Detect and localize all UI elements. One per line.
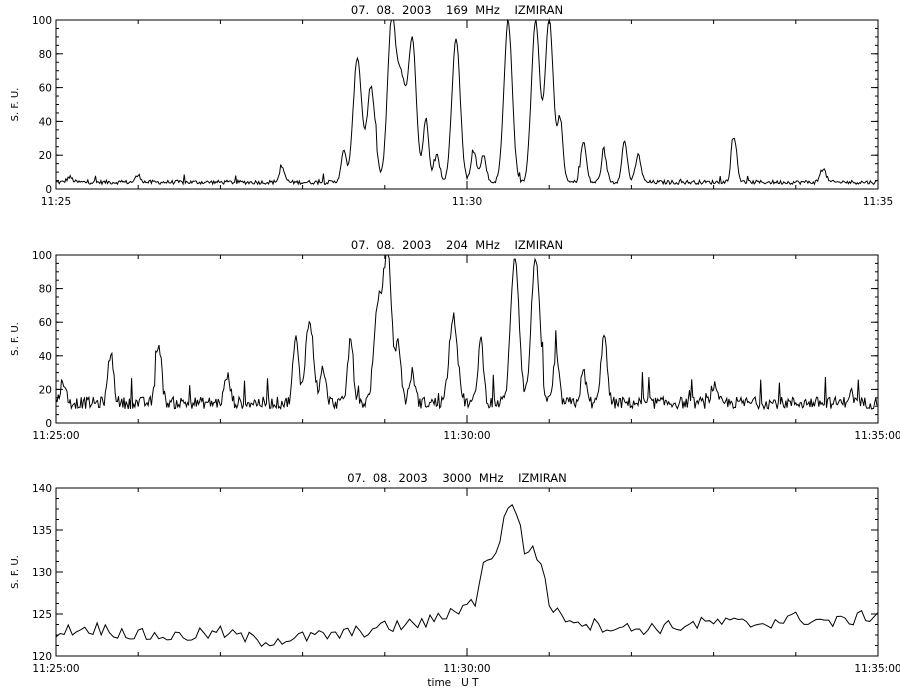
y-axis-label: S. F. U. — [10, 555, 21, 589]
y-tick-label: 40 — [39, 116, 52, 128]
x-tick-label: 11:25:00 — [32, 663, 79, 675]
y-tick-label: 135 — [32, 525, 52, 537]
chart-panel-2: 07. 08. 2003 204 MHz IZMIRAN S. F. U. 0 20 4… — [10, 238, 900, 442]
y-axis-label: S. F. U. — [10, 88, 21, 122]
chart-title: 07. 08. 2003 3000 MHz IZMIRAN — [347, 471, 566, 485]
chart-panel-1: 07. 08. 2003 169 MHz IZMIRAN S. F. U. 0 20 4… — [10, 3, 893, 208]
y-tick-label: 120 — [32, 651, 52, 663]
x-tick-label: 11:35:00 — [854, 663, 900, 675]
y-tick-label: 20 — [39, 150, 52, 162]
chart-title: 07. 08. 2003 169 MHz IZMIRAN — [351, 3, 563, 17]
x-tick-label: 11:25 — [41, 196, 71, 208]
x-tick-label: 11:35:00 — [854, 430, 900, 442]
y-axis-label: S. F. U. — [10, 322, 21, 356]
chart-panel-3: 07. 08. 2003 3000 MHz IZMIRAN S. F. U. 120… — [10, 471, 900, 689]
x-tick-label: 11:30:00 — [443, 430, 490, 442]
x-tick-label: 11:25:00 — [32, 430, 79, 442]
y-tick-label: 0 — [45, 184, 52, 196]
plot-frame — [55, 19, 879, 190]
y-tick-label: 80 — [39, 49, 52, 61]
y-tick-label: 20 — [39, 384, 52, 396]
y-tick-label: 130 — [32, 567, 52, 579]
x-tick-label: 11:30 — [452, 196, 482, 208]
x-axis-label: time U T — [427, 677, 479, 689]
series-line — [55, 18, 878, 186]
plot-frame — [55, 487, 879, 657]
y-tick-label: 125 — [32, 609, 52, 621]
y-tick-label: 100 — [32, 15, 52, 27]
y-tick-label: 140 — [32, 483, 52, 495]
x-tick-label: 11:35 — [863, 196, 893, 208]
y-tick-label: 100 — [32, 250, 52, 262]
chart-title: 07. 08. 2003 204 MHz IZMIRAN — [351, 238, 563, 252]
x-tick-label: 11:30:00 — [443, 663, 490, 675]
y-tick-label: 40 — [39, 351, 52, 363]
y-tick-label: 80 — [39, 284, 52, 296]
series-line — [55, 254, 878, 411]
series-line — [55, 504, 879, 648]
y-tick-label: 60 — [39, 83, 52, 95]
y-tick-label: 60 — [39, 317, 52, 329]
y-tick-label: 0 — [45, 418, 52, 430]
